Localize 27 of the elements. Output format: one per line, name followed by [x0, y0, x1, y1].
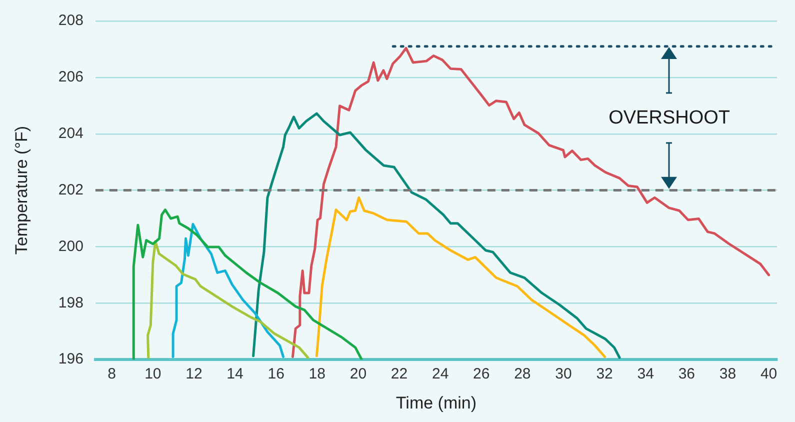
- y-tick-label: 198: [58, 294, 84, 312]
- x-tick-label: 38: [719, 366, 736, 383]
- y-tick-label: 206: [58, 68, 84, 86]
- x-tick-label: 26: [473, 366, 490, 383]
- x-tick-label: 14: [226, 366, 244, 383]
- x-tick-label: 36: [678, 366, 696, 383]
- x-tick-label: 16: [268, 366, 284, 383]
- y-tick-label: 196: [58, 350, 84, 368]
- y-tick-label: 200: [58, 238, 84, 255]
- annotation: OVERSHOOT: [608, 108, 730, 129]
- x-tick-label: 24: [432, 366, 449, 383]
- x-tick-label: 28: [514, 366, 531, 383]
- x-tick-label: 10: [144, 366, 162, 383]
- x-tick-label: 34: [637, 366, 654, 383]
- x-tick-label: 20: [350, 366, 367, 383]
- x-tick-label: 32: [596, 366, 613, 383]
- y-axis-title: Temperature (°F): [12, 126, 31, 255]
- x-tick-label: 8: [108, 366, 116, 383]
- x-axis-title: Time (min): [396, 393, 477, 412]
- y-tick-label: 204: [58, 125, 84, 142]
- x-tick-label: 22: [390, 366, 408, 383]
- x-tick-label: 18: [308, 366, 326, 383]
- x-tick-label: 30: [555, 366, 572, 383]
- y-tick-label: 202: [58, 181, 84, 198]
- y-tick-label: 208: [58, 12, 84, 30]
- x-tick-label: 40: [760, 366, 778, 383]
- x-tick-label: 12: [186, 366, 202, 383]
